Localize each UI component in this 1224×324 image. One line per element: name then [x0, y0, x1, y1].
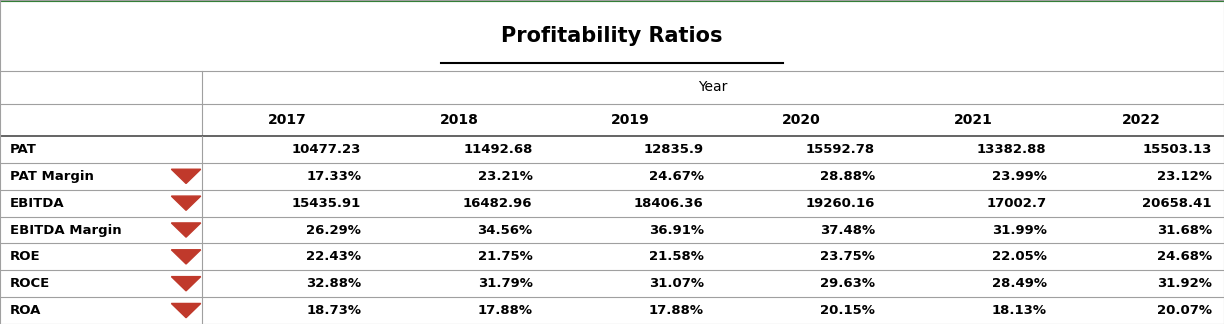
Text: 23.99%: 23.99%: [991, 170, 1047, 183]
Text: 23.21%: 23.21%: [477, 170, 532, 183]
Text: 11492.68: 11492.68: [463, 143, 532, 156]
Text: 10477.23: 10477.23: [291, 143, 361, 156]
Text: 2017: 2017: [268, 113, 307, 127]
Text: PAT Margin: PAT Margin: [10, 170, 94, 183]
Text: 31.07%: 31.07%: [649, 277, 704, 290]
Text: 28.49%: 28.49%: [991, 277, 1047, 290]
Text: 22.43%: 22.43%: [306, 250, 361, 263]
Text: Year: Year: [699, 80, 727, 95]
Text: 31.79%: 31.79%: [477, 277, 532, 290]
Text: Profitability Ratios: Profitability Ratios: [502, 26, 722, 46]
Text: 28.88%: 28.88%: [820, 170, 875, 183]
Text: 21.75%: 21.75%: [477, 250, 532, 263]
Text: 17.33%: 17.33%: [306, 170, 361, 183]
Text: 18406.36: 18406.36: [634, 197, 704, 210]
Text: 36.91%: 36.91%: [649, 224, 704, 237]
Text: 20.07%: 20.07%: [1157, 304, 1212, 317]
Text: 16482.96: 16482.96: [463, 197, 532, 210]
Text: 24.67%: 24.67%: [649, 170, 704, 183]
Text: 34.56%: 34.56%: [477, 224, 532, 237]
Text: 13382.88: 13382.88: [977, 143, 1047, 156]
Text: 15592.78: 15592.78: [807, 143, 875, 156]
Text: 29.63%: 29.63%: [820, 277, 875, 290]
Text: ROE: ROE: [10, 250, 40, 263]
Text: 17.88%: 17.88%: [649, 304, 704, 317]
Text: 22.05%: 22.05%: [991, 250, 1047, 263]
Text: 18.73%: 18.73%: [306, 304, 361, 317]
Polygon shape: [171, 277, 201, 291]
Text: 15435.91: 15435.91: [291, 197, 361, 210]
Text: 2019: 2019: [611, 113, 650, 127]
Text: 19260.16: 19260.16: [805, 197, 875, 210]
Text: 2020: 2020: [782, 113, 821, 127]
Polygon shape: [171, 250, 201, 264]
Text: 2021: 2021: [953, 113, 993, 127]
Text: 37.48%: 37.48%: [820, 224, 875, 237]
Polygon shape: [171, 304, 201, 318]
Polygon shape: [171, 196, 201, 210]
Text: 23.75%: 23.75%: [820, 250, 875, 263]
Text: 20658.41: 20658.41: [1142, 197, 1212, 210]
Polygon shape: [171, 223, 201, 237]
Text: 32.88%: 32.88%: [306, 277, 361, 290]
Text: 24.68%: 24.68%: [1157, 250, 1212, 263]
Text: PAT: PAT: [10, 143, 37, 156]
Text: 18.13%: 18.13%: [991, 304, 1047, 317]
Polygon shape: [171, 169, 201, 183]
Text: 26.29%: 26.29%: [306, 224, 361, 237]
Text: 20.15%: 20.15%: [820, 304, 875, 317]
Text: 2018: 2018: [439, 113, 479, 127]
Text: ROA: ROA: [10, 304, 42, 317]
Text: 23.12%: 23.12%: [1157, 170, 1212, 183]
Text: 21.58%: 21.58%: [649, 250, 704, 263]
Text: 17.88%: 17.88%: [477, 304, 532, 317]
Text: 2022: 2022: [1122, 113, 1160, 127]
Text: EBITDA: EBITDA: [10, 197, 65, 210]
Text: 12835.9: 12835.9: [644, 143, 704, 156]
Text: ROCE: ROCE: [10, 277, 50, 290]
Text: 31.99%: 31.99%: [991, 224, 1047, 237]
Text: 31.92%: 31.92%: [1157, 277, 1212, 290]
Text: 17002.7: 17002.7: [987, 197, 1047, 210]
Text: 31.68%: 31.68%: [1157, 224, 1212, 237]
Text: 15503.13: 15503.13: [1142, 143, 1212, 156]
Text: EBITDA Margin: EBITDA Margin: [10, 224, 121, 237]
